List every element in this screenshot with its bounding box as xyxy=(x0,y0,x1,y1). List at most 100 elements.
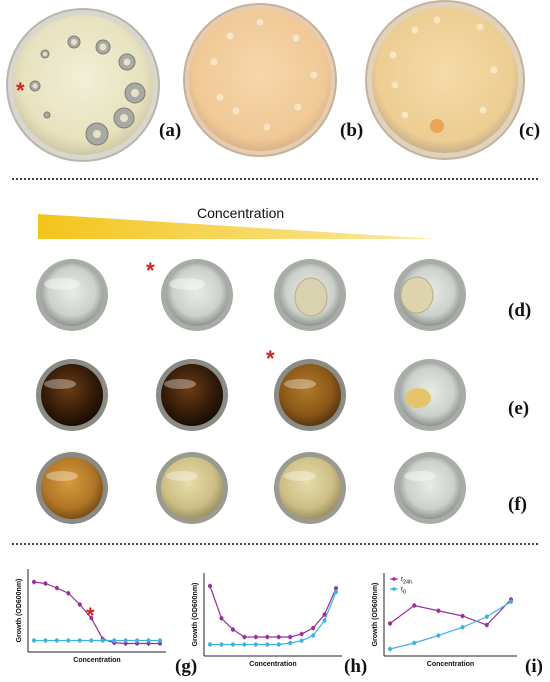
panel-label-e: (e) xyxy=(508,398,530,419)
series-line-t24h xyxy=(209,585,337,638)
x-axis-label: Concentration xyxy=(427,661,474,668)
panel-label-b: (b) xyxy=(340,120,364,141)
petri-dish-a xyxy=(6,8,160,162)
data-point-t0 xyxy=(436,633,441,638)
data-point-t24h xyxy=(484,623,489,627)
well-row-d xyxy=(36,259,466,331)
marker-asterisk-g: * xyxy=(86,603,95,628)
data-point-t24h xyxy=(77,602,82,607)
section-divider-top xyxy=(12,178,538,180)
petri-dish-b xyxy=(183,3,337,157)
data-point-t0 xyxy=(288,641,293,645)
data-point-t0 xyxy=(412,641,417,645)
data-point-t24h xyxy=(43,581,48,586)
data-point-t24h xyxy=(460,614,465,618)
data-point-t24h xyxy=(219,616,224,621)
section-divider-bottom xyxy=(12,543,538,545)
well xyxy=(274,359,346,431)
series-line-t24h xyxy=(389,599,512,626)
data-point-t0 xyxy=(265,642,270,647)
data-point-t0 xyxy=(299,638,304,643)
data-point-t0 xyxy=(388,647,392,651)
data-point-t0 xyxy=(276,642,281,647)
data-point-t24h xyxy=(334,586,338,591)
data-point-t24h xyxy=(158,641,162,646)
data-point-t0 xyxy=(230,642,235,647)
data-point-t24h xyxy=(265,635,270,639)
well-row-f xyxy=(36,452,466,524)
data-point-t24h xyxy=(32,580,36,584)
data-point-t0 xyxy=(158,638,162,643)
data-point-t0 xyxy=(112,638,117,643)
data-point-t0 xyxy=(334,590,338,594)
well-row-e xyxy=(36,359,466,431)
data-point-t24h xyxy=(54,586,59,590)
data-point-t0 xyxy=(242,642,247,647)
data-point-t0 xyxy=(146,638,151,643)
panel-label-d: (d) xyxy=(508,300,532,321)
marker-asterisk-d: * xyxy=(146,258,155,283)
data-point-t0 xyxy=(219,642,224,647)
data-point-t0 xyxy=(135,638,140,643)
concentration-gradient-wedge xyxy=(38,214,436,239)
data-point-t24h xyxy=(388,621,392,626)
panel-label-a: (a) xyxy=(159,120,182,141)
well xyxy=(36,259,108,331)
well xyxy=(156,452,228,524)
concentration-header: Concentration xyxy=(197,205,285,221)
legend-marker xyxy=(392,577,396,581)
well xyxy=(394,452,466,524)
data-point-t24h xyxy=(288,635,293,639)
data-point-t24h xyxy=(66,591,71,596)
panel-label-i: (i) xyxy=(525,656,543,677)
data-point-t0 xyxy=(43,638,48,643)
panel-label-g: (g) xyxy=(175,656,198,677)
data-point-t24h xyxy=(412,603,417,608)
data-point-t24h xyxy=(242,635,247,639)
data-point-t24h xyxy=(208,584,212,588)
panel-label-h: (h) xyxy=(344,656,368,677)
marker-asterisk-a: * xyxy=(16,78,25,103)
panel-label-f: (f) xyxy=(508,494,527,515)
data-point-t0 xyxy=(32,638,36,643)
well xyxy=(274,452,346,524)
series-line-t0 xyxy=(389,601,512,650)
data-point-t0 xyxy=(311,633,316,638)
data-point-t0 xyxy=(89,638,94,643)
data-point-t0 xyxy=(484,614,489,619)
marker-asterisk-e: * xyxy=(266,346,275,371)
y-axis-label: Growth (OD600nm) xyxy=(16,579,23,643)
x-axis-label: Concentration xyxy=(73,657,120,664)
data-point-t24h xyxy=(123,641,128,646)
data-point-t0 xyxy=(509,599,513,604)
data-point-t24h xyxy=(276,635,281,639)
well xyxy=(394,259,466,331)
legend-label-t0: t0 xyxy=(401,587,406,596)
well xyxy=(161,259,233,331)
well xyxy=(274,259,346,331)
data-point-t24h xyxy=(311,626,316,630)
well xyxy=(36,452,108,524)
data-point-t0 xyxy=(460,625,465,630)
data-point-t24h xyxy=(436,608,441,613)
data-point-t0 xyxy=(77,638,82,643)
well-grid xyxy=(36,259,466,524)
petri-dish-c xyxy=(365,0,525,160)
data-point-t24h xyxy=(89,616,94,620)
data-point-t24h xyxy=(146,641,151,646)
x-axis-label: Concentration xyxy=(249,661,296,668)
petri-dishes-row xyxy=(6,0,525,162)
data-point-t0 xyxy=(100,638,105,643)
chart-h: Growth (OD600nm) Concentration xyxy=(192,573,342,668)
chart-g: Growth (OD600nm) Concentration xyxy=(16,569,166,664)
legend-label-t24h: t24h xyxy=(401,577,412,586)
data-point-t0 xyxy=(208,642,212,647)
panel-label-c: (c) xyxy=(519,120,541,141)
data-point-t24h xyxy=(322,612,327,617)
y-axis-label: Growth (OD600nm) xyxy=(192,583,199,647)
legend-marker xyxy=(392,587,396,591)
data-point-t24h xyxy=(299,632,304,636)
series-line-t24h xyxy=(33,581,160,645)
data-point-t0 xyxy=(123,638,128,643)
